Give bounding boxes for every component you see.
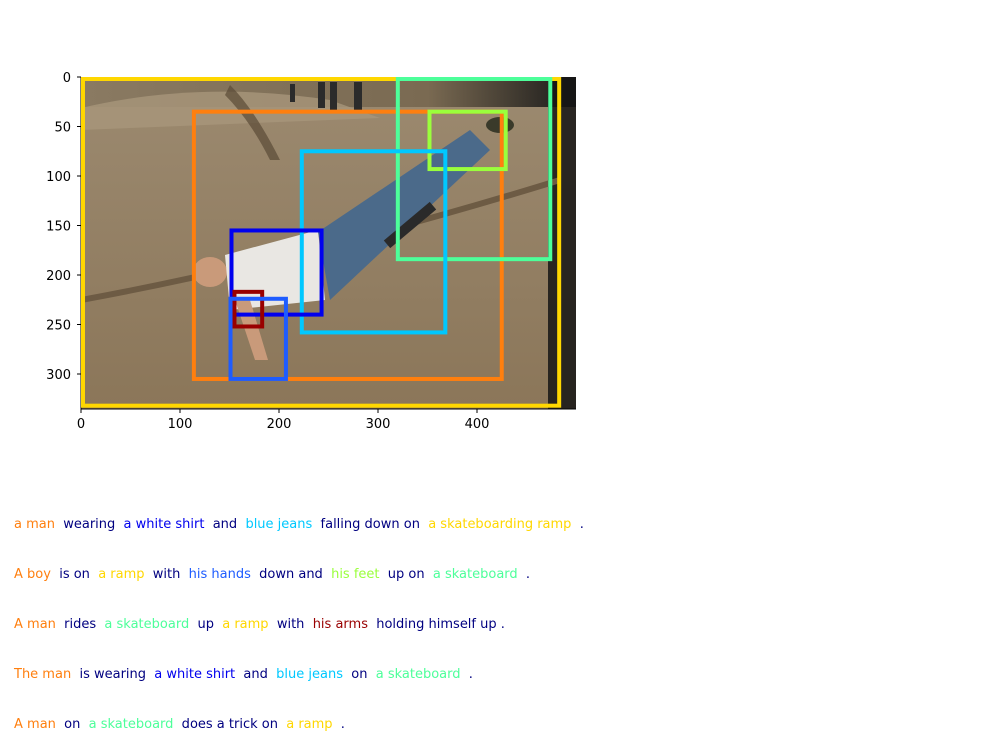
x-tick-label: 300 bbox=[366, 417, 391, 432]
caption-line: A boy is on a ramp with his hands down a… bbox=[14, 567, 530, 583]
caption-segment: falling down on bbox=[312, 517, 429, 532]
caption-segment: blue jeans bbox=[245, 517, 313, 532]
caption-segment: a ramp bbox=[222, 617, 269, 632]
y-tick-label: 250 bbox=[46, 319, 71, 334]
caption-segment: is on bbox=[50, 567, 99, 582]
bounding-box-his-hands: his hands bbox=[228, 296, 288, 381]
bounding-box-a-man: a man bbox=[191, 109, 504, 381]
caption-segment: up bbox=[189, 617, 223, 632]
caption-segment: a white shirt bbox=[154, 667, 236, 682]
bounding-box-a-skateboard: a skateboard bbox=[395, 77, 553, 262]
caption-segment: . bbox=[460, 667, 473, 682]
caption-line: a man wearing a white shirt and blue jea… bbox=[14, 517, 584, 533]
caption-segment: does a trick on bbox=[173, 717, 287, 732]
y-tick-label: 200 bbox=[46, 269, 71, 284]
caption-segment: wearing bbox=[54, 517, 124, 532]
y-tick-label: 300 bbox=[46, 368, 71, 383]
caption-segment: A boy bbox=[14, 567, 51, 582]
caption-segment: a ramp bbox=[286, 717, 333, 732]
bounding-box-blue-jeans: blue jeans bbox=[299, 149, 448, 335]
caption-segment: a skateboard bbox=[88, 717, 174, 732]
caption-segment: a ramp bbox=[98, 567, 145, 582]
caption-segment: his feet bbox=[331, 567, 380, 582]
caption-segment: a skateboarding ramp bbox=[428, 517, 572, 532]
y-ticks: 0 50 100 150 200 250 300 bbox=[46, 71, 81, 383]
caption-segment: . bbox=[332, 717, 345, 732]
x-tick-label: 0 bbox=[77, 417, 85, 432]
bounding-box-his-feet: his feet bbox=[427, 109, 508, 172]
caption-segment: a skateboard bbox=[375, 667, 461, 682]
caption-segment: A man bbox=[14, 717, 56, 732]
caption-segment: blue jeans bbox=[276, 667, 343, 682]
caption-segment: and bbox=[204, 517, 246, 532]
dark-corner bbox=[548, 77, 576, 409]
caption-segment: a man bbox=[14, 517, 55, 532]
caption-segment: up on bbox=[379, 567, 433, 582]
caption-segment: on bbox=[343, 667, 376, 682]
caption-segment: is wearing bbox=[71, 667, 155, 682]
y-tick-label: 100 bbox=[46, 170, 71, 185]
caption-segment: on bbox=[55, 717, 89, 732]
caption-segment: . bbox=[571, 517, 584, 532]
y-tick-label: 150 bbox=[46, 220, 71, 235]
x-ticks: 0 100 200 300 400 bbox=[77, 409, 490, 432]
bounding-box-a-skateboarding-ramp: a skateboarding ramp bbox=[81, 77, 562, 408]
caption-line: The man is wearing a white shirt and blu… bbox=[14, 667, 473, 683]
caption-segment: The man bbox=[14, 667, 72, 682]
caption-segment: down and bbox=[250, 567, 332, 582]
caption-segment: his hands bbox=[188, 567, 251, 582]
x-tick-label: 400 bbox=[465, 417, 490, 432]
bounding-boxes: a skateboarding rampa mana skateboardhis… bbox=[81, 77, 562, 408]
bounding-box-a-white-shirt: a white shirt bbox=[229, 228, 324, 317]
annotated-photo-figure: 0 100 200 300 400 0 50 100 150 200 250 300 a skate… bbox=[46, 71, 576, 432]
x-tick-label: 100 bbox=[168, 417, 193, 432]
caption-segment: A man bbox=[14, 617, 56, 632]
caption-segment: with bbox=[268, 617, 313, 632]
y-tick-label: 50 bbox=[54, 121, 71, 136]
ramp-shadow bbox=[225, 85, 280, 160]
caption-segment: with bbox=[144, 567, 189, 582]
caption-segment: . bbox=[517, 567, 531, 582]
caption-line: A man rides a skateboard up a ramp with … bbox=[14, 617, 505, 633]
man-head bbox=[193, 257, 227, 287]
caption-segment: a skateboard bbox=[432, 567, 518, 582]
caption-segment: rides bbox=[55, 617, 105, 632]
bounding-box-his-arms: his arms bbox=[232, 289, 265, 329]
axes: 0 100 200 300 400 0 50 100 150 200 250 300 bbox=[46, 71, 576, 432]
x-tick-label: 200 bbox=[267, 417, 292, 432]
caption-segment: his arms bbox=[312, 617, 368, 632]
caption-line: A man on a skateboard does a trick on a … bbox=[14, 717, 345, 733]
caption-segment: and bbox=[235, 667, 277, 682]
caption-segment: a skateboard bbox=[104, 617, 190, 632]
caption-segment: holding himself up . bbox=[367, 617, 505, 632]
background-people bbox=[290, 82, 362, 112]
caption-segment: a white shirt bbox=[123, 517, 205, 532]
y-tick-label: 0 bbox=[63, 71, 71, 86]
